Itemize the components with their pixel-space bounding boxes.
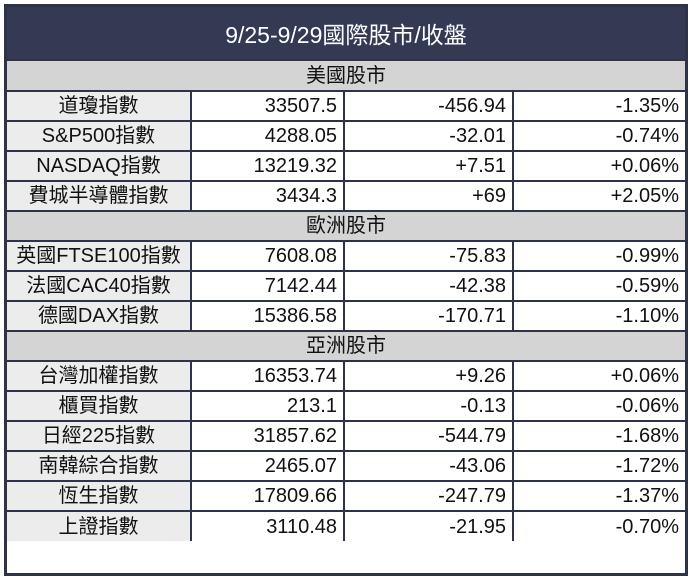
table-row: 法國CAC40指數 7142.44 -42.38 -0.59% [7,270,685,302]
close-value: 4288.05 [190,120,345,152]
market-summary-table-container: 9/25-9/29國際股市/收盤 美國股市 道瓊指數 33507.5 -456.… [4,4,688,576]
change-percent: -1.10% [512,300,685,332]
change-percent: -0.70% [512,510,685,541]
close-value: 31857.62 [190,420,345,452]
index-name: NASDAQ指數 [7,150,192,182]
table-row: 道瓊指數 33507.5 -456.94 -1.35% [7,90,685,122]
index-name: 法國CAC40指數 [7,270,192,302]
change-value: -32.01 [343,120,514,152]
close-value: 16353.74 [190,360,345,392]
change-percent: -0.06% [512,390,685,422]
close-value: 7608.08 [190,240,345,272]
section-label: 亞洲股市 [7,330,685,362]
change-value: -43.06 [343,450,514,482]
change-percent: -0.99% [512,240,685,272]
close-value: 17809.66 [190,480,345,512]
close-value: 7142.44 [190,270,345,302]
change-value: -21.95 [343,510,514,541]
index-name: S&P500指數 [7,120,192,152]
table-row: S&P500指數 4288.05 -32.01 -0.74% [7,120,685,152]
table-row: 日經225指數 31857.62 -544.79 -1.68% [7,420,685,452]
change-percent: +2.05% [512,180,685,212]
table-title: 9/25-9/29國際股市/收盤 [7,7,685,61]
close-value: 3434.3 [190,180,345,212]
table-row: 櫃買指數 213.1 -0.13 -0.06% [7,390,685,422]
table-row: 上證指數 3110.48 -21.95 -0.70% [7,510,685,541]
index-name: 日經225指數 [7,420,192,452]
section-header-europe: 歐洲股市 [7,210,685,242]
change-value: +7.51 [343,150,514,182]
section-header-us: 美國股市 [7,61,685,92]
index-name: 台灣加權指數 [7,360,192,392]
section-header-asia: 亞洲股市 [7,330,685,362]
close-value: 213.1 [190,390,345,422]
table-row: 英國FTSE100指數 7608.08 -75.83 -0.99% [7,240,685,272]
change-percent: -0.74% [512,120,685,152]
change-percent: -1.35% [512,90,685,122]
change-value: -0.13 [343,390,514,422]
table-row: 台灣加權指數 16353.74 +9.26 +0.06% [7,360,685,392]
section-label: 歐洲股市 [7,210,685,242]
index-name: 櫃買指數 [7,390,192,422]
table-row: NASDAQ指數 13219.32 +7.51 +0.06% [7,150,685,182]
change-value: -247.79 [343,480,514,512]
change-percent: -1.37% [512,480,685,512]
section-label: 美國股市 [7,61,685,92]
change-percent: +0.06% [512,360,685,392]
table-row: 費城半導體指數 3434.3 +69 +2.05% [7,180,685,212]
change-percent: -0.59% [512,270,685,302]
close-value: 2465.07 [190,450,345,482]
change-percent: +0.06% [512,150,685,182]
index-name: 恆生指數 [7,480,192,512]
close-value: 15386.58 [190,300,345,332]
index-name: 英國FTSE100指數 [7,240,192,272]
table-row: 德國DAX指數 15386.58 -170.71 -1.10% [7,300,685,332]
index-name: 上證指數 [7,510,192,541]
index-name: 費城半導體指數 [7,180,192,212]
index-name: 道瓊指數 [7,90,192,122]
table-row: 南韓綜合指數 2465.07 -43.06 -1.72% [7,450,685,482]
change-value: -456.94 [343,90,514,122]
change-value: -170.71 [343,300,514,332]
change-value: -544.79 [343,420,514,452]
change-value: +69 [343,180,514,212]
change-percent: -1.72% [512,450,685,482]
change-percent: -1.68% [512,420,685,452]
change-value: +9.26 [343,360,514,392]
change-value: -75.83 [343,240,514,272]
table-row: 恆生指數 17809.66 -247.79 -1.37% [7,480,685,512]
index-name: 德國DAX指數 [7,300,192,332]
close-value: 33507.5 [190,90,345,122]
change-value: -42.38 [343,270,514,302]
close-value: 3110.48 [190,510,345,541]
market-summary-table: 美國股市 道瓊指數 33507.5 -456.94 -1.35% S&P500指… [7,61,685,541]
close-value: 13219.32 [190,150,345,182]
index-name: 南韓綜合指數 [7,450,192,482]
